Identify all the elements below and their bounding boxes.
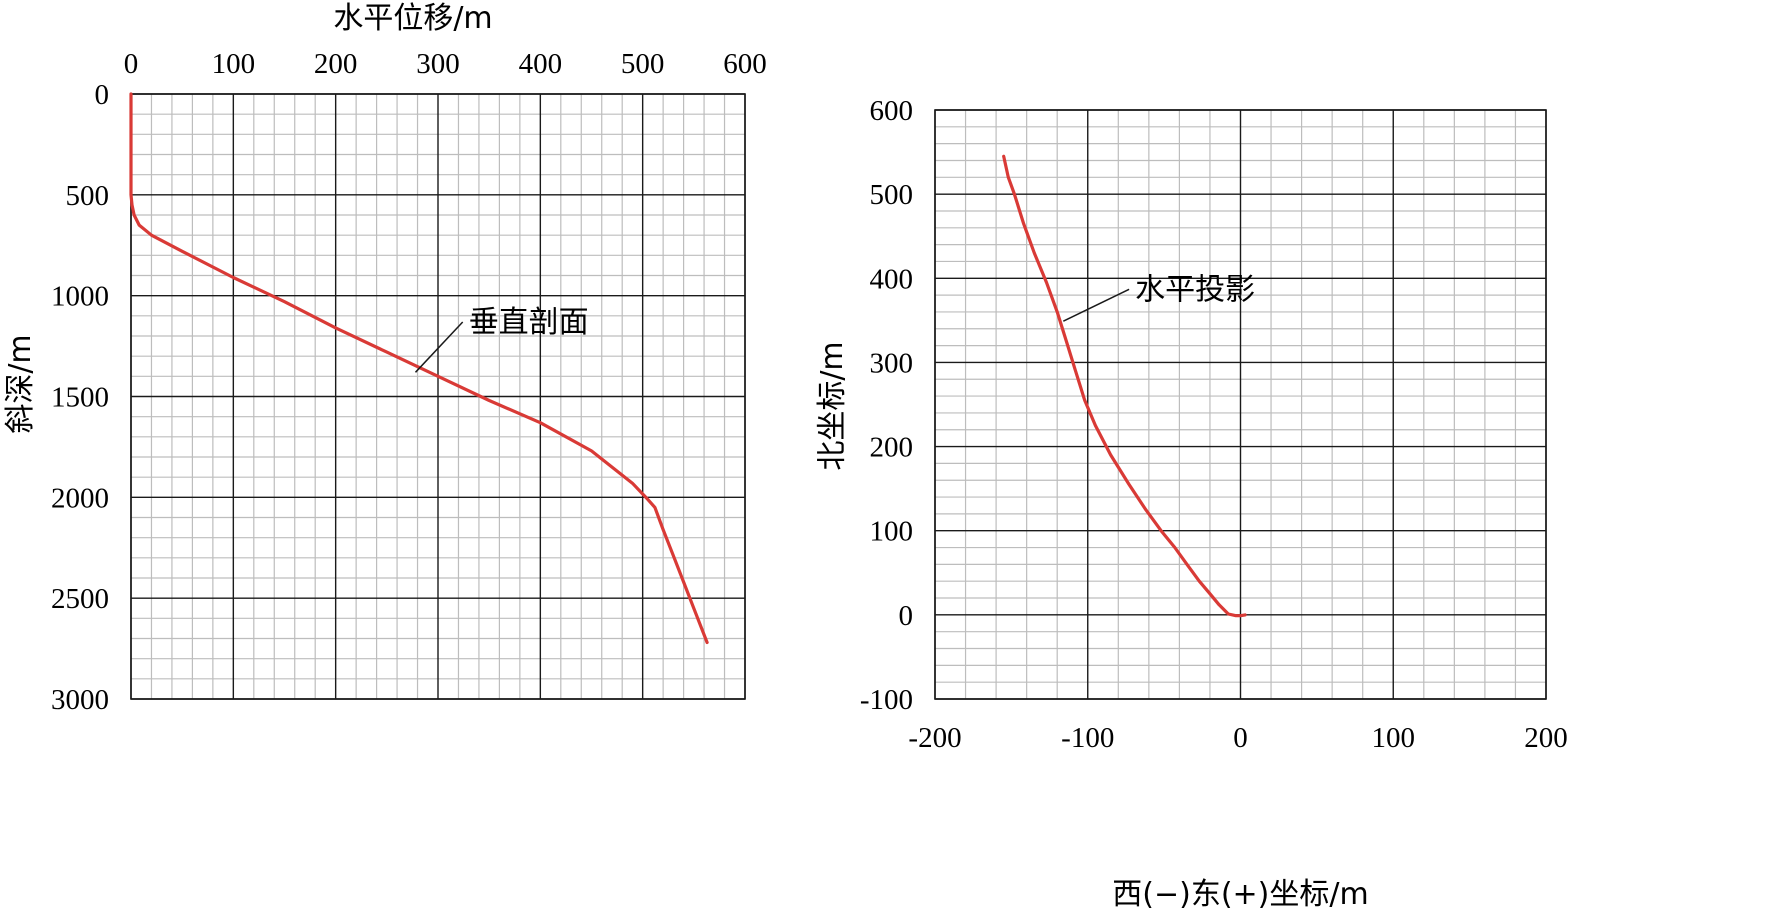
y-tick-label: 500 <box>66 180 110 212</box>
left-plot-frame <box>130 93 746 700</box>
x-tick-label: 100 <box>1372 722 1416 754</box>
left-major-grid <box>130 93 746 700</box>
x-tick-label: -100 <box>1061 722 1114 754</box>
right-y-axis-label: 北坐标/m <box>815 341 850 470</box>
left-annotation-layer: 垂直剖面 <box>414 305 589 373</box>
y-tick-label: 2000 <box>51 482 109 514</box>
right-chart: -200 -100 0 100 200 -1000100200300400500600 … <box>815 95 1568 912</box>
x-tick-label: 200 <box>1524 722 1568 754</box>
y-tick-label: 2500 <box>51 583 109 615</box>
y-tick-label: 1500 <box>51 382 109 414</box>
y-tick-label: 3000 <box>51 684 109 716</box>
x-tick-label: 600 <box>723 48 767 80</box>
left-x-axis-label: 水平位移/m <box>333 1 492 36</box>
right-x-axis-label: 西(−)东(+)坐标/m <box>1112 877 1368 912</box>
right-x-tick-labels: -200 -100 0 100 200 <box>908 722 1567 754</box>
left-y-axis-label: 斜深/m <box>3 334 38 433</box>
left-y-tick-labels: 0 500 1000 1500 2000 2500 3000 <box>51 79 109 716</box>
y-tick-label: 400 <box>870 263 914 295</box>
right-y-tick-labels: -100 0 100 200 300 400 500 600 <box>860 95 913 716</box>
right-plot-frame <box>934 109 1547 700</box>
right-series-layer <box>1002 154 1247 618</box>
x-tick-label: 200 <box>314 48 358 80</box>
left-x-tick-labels: 0 100 200 300 400 500 600 <box>124 48 767 80</box>
x-tick-label: 400 <box>519 48 563 80</box>
y-tick-label: 300 <box>870 347 914 379</box>
y-tick-label: 100 <box>870 516 914 548</box>
x-tick-label: 500 <box>621 48 665 80</box>
annotation-leader-line <box>414 321 464 373</box>
annotation-leader-line <box>1062 288 1130 322</box>
y-tick-label: 600 <box>870 95 914 127</box>
y-tick-label: 500 <box>870 179 914 211</box>
x-tick-label: -200 <box>908 722 961 754</box>
series-line-垂直剖面 <box>129 92 709 645</box>
y-tick-label: 200 <box>870 432 914 464</box>
right-annotation-layer: 水平投影 <box>1062 272 1255 322</box>
x-tick-label: 0 <box>124 48 139 80</box>
annotation-label: 水平投影 <box>1135 272 1255 307</box>
x-tick-label: 100 <box>212 48 256 80</box>
y-tick-label: 0 <box>899 600 914 632</box>
left-series-layer <box>129 92 709 645</box>
y-tick-label: -100 <box>860 684 913 716</box>
series-line-水平投影 <box>1002 154 1247 618</box>
annotation-label: 垂直剖面 <box>469 305 589 340</box>
y-tick-label: 1000 <box>51 281 109 313</box>
y-tick-label: 0 <box>95 79 110 111</box>
left-chart: 0 100 200 300 400 500 600 0 500 1000 1500 2000 2500… <box>3 1 767 716</box>
x-tick-label: 0 <box>1233 722 1248 754</box>
x-tick-label: 300 <box>416 48 460 80</box>
